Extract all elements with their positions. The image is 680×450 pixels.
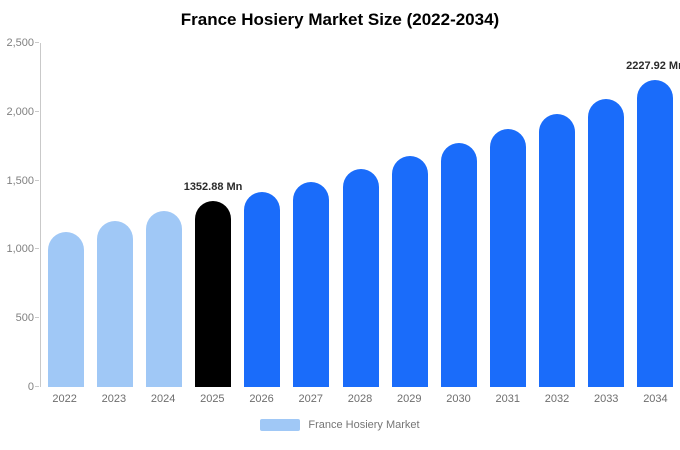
bar-slot — [41, 43, 90, 387]
bar-2027[interactable] — [293, 181, 330, 387]
bar-2025[interactable] — [195, 200, 232, 387]
bar-2033[interactable] — [588, 99, 625, 387]
bar-slot — [434, 43, 483, 387]
bar-2029[interactable] — [391, 155, 428, 387]
y-axis: 0 500 1,000 1,500 2,000 2,500 — [0, 37, 40, 393]
plot-area: 1352.88 Mn 2227.92 Mn 2022 2023 2024 2025 202… — [40, 43, 680, 405]
bar-slot: 1352.88 Mn — [184, 43, 242, 387]
y-tick-label: 2,500 — [6, 37, 39, 49]
legend[interactable]: France Hosiery Market — [0, 419, 680, 431]
bar-slot — [336, 43, 385, 387]
x-tick-label: 2034 — [643, 393, 668, 405]
x-tick-label: 2029 — [397, 393, 422, 405]
bar-2034[interactable] — [637, 80, 674, 387]
bars-row: 1352.88 Mn 2227.92 Mn — [40, 43, 680, 387]
bar-2032[interactable] — [539, 114, 576, 387]
bar-2023[interactable] — [96, 221, 133, 387]
bar-slot — [139, 43, 188, 387]
y-tick-label: 2,000 — [6, 105, 39, 118]
bar-slot — [238, 43, 287, 387]
bar-slot — [385, 43, 434, 387]
x-tick-label: 2026 — [249, 393, 274, 405]
data-label-2034: 2227.92 Mn — [626, 60, 680, 73]
x-tick-label: 2032 — [544, 393, 570, 405]
x-tick-label: 2030 — [446, 393, 471, 405]
x-tick-label: 2027 — [298, 393, 324, 405]
y-tick-label: 500 — [15, 312, 40, 325]
x-tick-label: 2025 — [200, 393, 225, 405]
bar-slot: 2227.92 Mn — [626, 43, 680, 387]
bar-2026[interactable] — [244, 192, 281, 387]
x-tick-label: 2022 — [52, 393, 77, 405]
legend-swatch-icon — [260, 419, 301, 431]
y-tick-label: 1,500 — [6, 174, 39, 187]
bar-slot — [90, 43, 139, 387]
bar-slot — [483, 43, 532, 387]
y-tick-label: 1,000 — [6, 243, 39, 256]
bar-slot — [582, 43, 631, 387]
x-tick-label: 2033 — [593, 393, 619, 405]
bar-slot — [287, 43, 336, 387]
legend-label: France Hosiery Market — [308, 419, 420, 431]
x-axis: 2022 2023 2024 2025 2026 2027 2028 2029 2030 2031… — [40, 387, 680, 405]
x-tick-label: 2024 — [150, 393, 176, 405]
bar-2031[interactable] — [489, 129, 526, 387]
bar-2022[interactable] — [47, 232, 84, 387]
bar-2030[interactable] — [440, 143, 477, 387]
bar-chart: 0 500 1,000 1,500 2,000 2,500 1352.88 Mn 2227.… — [0, 37, 680, 405]
x-tick-label: 2028 — [347, 393, 373, 405]
x-tick-label: 2023 — [101, 393, 127, 405]
chart-title: France Hosiery Market Size (2022-2034) — [180, 10, 500, 29]
y-tick-label: 0 — [27, 381, 40, 393]
bar-slot — [533, 43, 582, 387]
data-label-2025: 1352.88 Mn — [183, 180, 243, 193]
bar-2028[interactable] — [342, 169, 379, 387]
x-tick-label: 2031 — [495, 393, 520, 405]
bar-2024[interactable] — [145, 211, 182, 387]
